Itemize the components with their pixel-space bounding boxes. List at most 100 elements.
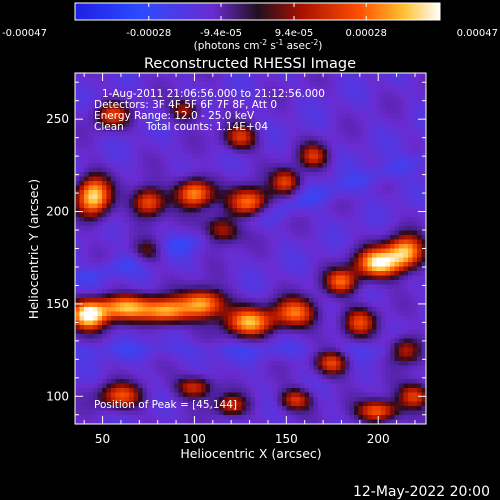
heatmap-cell (327, 145, 332, 150)
heatmap-cell (322, 217, 328, 222)
heatmap-cell (295, 172, 301, 177)
heatmap-cell (259, 316, 265, 321)
heatmap-cell (309, 221, 314, 227)
heatmap-cell (390, 113, 395, 119)
heatmap-cell (268, 190, 274, 195)
heatmap-cell (196, 221, 202, 227)
heatmap-cell (165, 253, 170, 258)
heatmap-cell (421, 82, 426, 87)
heatmap-cell (250, 311, 256, 317)
heatmap-cell (138, 352, 143, 357)
heatmap-cell (102, 82, 107, 87)
heatmap-cell (246, 181, 251, 186)
heatmap-cell (196, 311, 202, 317)
heatmap-cell (318, 289, 323, 294)
heatmap-cell (165, 163, 170, 168)
heatmap-cell (372, 307, 377, 312)
heatmap-cell (201, 226, 206, 231)
heatmap-cell (417, 113, 422, 119)
heatmap-cell (331, 248, 337, 254)
heatmap-cell (340, 91, 346, 96)
heatmap-cell (115, 181, 121, 186)
heatmap-cell (237, 140, 242, 146)
heatmap-cell (363, 113, 368, 119)
heatmap-cell (394, 118, 400, 123)
heatmap-cell (349, 239, 355, 245)
heatmap-cell (282, 77, 287, 83)
heatmap-cell (264, 320, 269, 326)
heatmap-cell (282, 113, 287, 119)
heatmap-cell (408, 325, 413, 330)
heatmap-cell (178, 199, 184, 204)
heatmap-cell (178, 194, 184, 200)
heatmap-cell (255, 316, 260, 321)
heatmap-cell (318, 311, 323, 317)
heatmap-cell (232, 280, 238, 285)
heatmap-cell (295, 194, 301, 200)
heatmap-cell (403, 334, 409, 339)
heatmap-cell (412, 181, 418, 186)
heatmap-cell (340, 271, 346, 276)
heatmap-cell (187, 127, 193, 132)
heatmap-cell (178, 302, 184, 308)
heatmap-cell (327, 343, 332, 348)
heatmap-cell (246, 212, 251, 218)
heatmap-cell (79, 302, 85, 308)
heatmap-cell (363, 235, 368, 240)
heatmap-cell (399, 347, 404, 353)
heatmap-cell (187, 181, 193, 186)
heatmap-cell (322, 271, 328, 276)
heatmap-cell (421, 311, 426, 317)
heatmap-cell (196, 73, 202, 78)
heatmap-cell (183, 131, 188, 137)
heatmap-cell (147, 86, 152, 92)
heatmap-cell (300, 302, 305, 308)
heatmap-cell (412, 149, 418, 155)
heatmap-cell (187, 352, 193, 357)
heatmap-cell (264, 167, 269, 173)
heatmap-cell (84, 311, 89, 317)
heatmap-cell (183, 113, 188, 119)
heatmap-cell (142, 221, 148, 227)
heatmap-cell (120, 82, 125, 87)
heatmap-cell (318, 275, 323, 281)
heatmap-cell (111, 131, 116, 137)
heatmap-cell (120, 244, 125, 249)
heatmap-cell (241, 190, 247, 195)
heatmap-cell (133, 257, 139, 263)
heatmap-cell (304, 95, 310, 101)
heatmap-cell (363, 302, 368, 308)
heatmap-cell (304, 82, 310, 87)
heatmap-cell (75, 266, 80, 272)
heatmap-cell (300, 307, 305, 312)
heatmap-cell (192, 289, 197, 294)
heatmap-cell (309, 302, 314, 308)
heatmap-cell (111, 73, 116, 78)
heatmap-cell (349, 325, 355, 330)
heatmap-cell (385, 122, 391, 128)
heatmap-cell (147, 91, 152, 96)
heatmap-cell (120, 163, 125, 168)
heatmap-cell (169, 131, 175, 137)
heatmap-cell (133, 199, 139, 204)
heatmap-cell (385, 257, 391, 263)
heatmap-cell (102, 190, 107, 195)
heatmap-cell (255, 284, 260, 290)
heatmap-cell (192, 347, 197, 353)
heatmap-cell (327, 271, 332, 276)
heatmap-cell (277, 226, 283, 231)
heatmap-cell (336, 262, 341, 267)
heatmap-cell (421, 95, 426, 101)
heatmap-cell (300, 95, 305, 101)
heatmap-cell (372, 289, 377, 294)
heatmap-cell (169, 100, 175, 105)
heatmap-cell (327, 203, 332, 209)
heatmap-cell (196, 302, 202, 308)
heatmap-cell (327, 298, 332, 303)
heatmap-cell (390, 217, 395, 222)
heatmap-cell (142, 226, 148, 231)
heatmap-cell (376, 248, 382, 254)
heatmap-cell (214, 343, 220, 348)
heatmap-cell (151, 239, 157, 245)
heatmap-cell (129, 284, 134, 290)
